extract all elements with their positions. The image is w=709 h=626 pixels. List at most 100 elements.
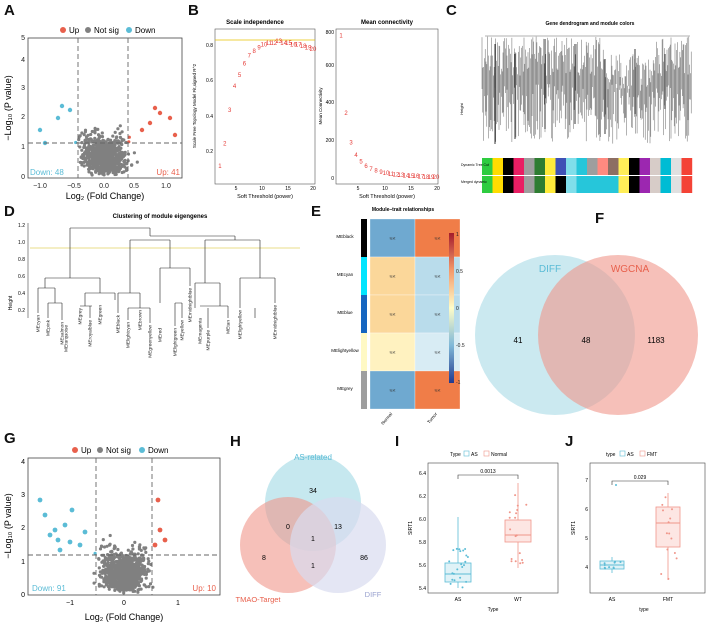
ytick: 0 — [21, 592, 25, 599]
volcano-point — [116, 157, 120, 162]
volcano-point — [82, 144, 86, 148]
volcano-point — [37, 497, 43, 503]
ytick: 3 — [21, 492, 25, 499]
box-point — [669, 517, 672, 520]
panel-f-label: F — [595, 210, 605, 227]
heatmap-cell — [369, 332, 416, 372]
ytick: 6.0 — [419, 517, 426, 523]
volcano-point — [121, 152, 125, 156]
box-point — [508, 511, 511, 514]
volcano-point — [119, 573, 123, 578]
module-color-cell — [639, 158, 651, 175]
volcano-point — [122, 591, 126, 595]
volcano-point — [112, 565, 116, 569]
volcano-point — [113, 544, 117, 548]
volcano-point — [118, 124, 122, 128]
box-point — [509, 528, 512, 531]
volcano-point — [57, 547, 63, 553]
volcano-point — [80, 161, 84, 165]
heatmap-title: Module–trait relationships — [372, 207, 434, 213]
box-point — [619, 561, 622, 563]
volcano-point — [93, 131, 97, 135]
panel-b-label: B — [188, 2, 199, 19]
box-point — [452, 572, 455, 575]
box-point — [461, 566, 464, 568]
eigengene-leaf: MElightyellow — [238, 309, 244, 339]
volcano-point — [100, 135, 105, 139]
venn-h-top-left: 0 — [286, 524, 290, 531]
volcano-point — [107, 587, 111, 591]
volcano-point — [137, 587, 141, 591]
volcano-point — [113, 139, 117, 143]
mc-point: 18 — [423, 175, 430, 181]
scale-independence-xlabel: Soft Threshold (power) — [237, 194, 293, 200]
heatmap-cell — [369, 218, 416, 258]
volcano-point — [98, 547, 103, 551]
boxplot-j-yticks: 4 5 6 7 — [585, 478, 588, 571]
volcano-point — [94, 160, 98, 164]
ytick: 6 — [585, 507, 588, 513]
volcano-point — [67, 107, 73, 113]
box-point — [516, 504, 519, 507]
volcano-point — [120, 156, 124, 160]
box-point — [614, 560, 616, 563]
module-color-bars — [482, 158, 693, 193]
ytick: 5.8 — [419, 540, 426, 546]
box-point — [662, 509, 664, 512]
volcano-point — [96, 156, 100, 160]
mc-point: 4 — [354, 153, 358, 159]
legend-title: type — [606, 452, 616, 458]
volcano-point — [115, 146, 119, 150]
heatmap-cell-value: text — [435, 351, 441, 355]
eigengene-leaf: MEmidnightblue — [188, 288, 194, 323]
box-point — [458, 548, 461, 551]
boxplot-j-pvalue: 0.029 — [634, 475, 647, 481]
volcano-point — [117, 579, 121, 584]
volcano-point — [89, 132, 93, 137]
volcano-g-up-count: Up: 10 — [192, 584, 216, 593]
box-point — [604, 567, 607, 570]
volcano-point — [88, 146, 92, 150]
volcano-point — [82, 164, 86, 168]
si-point: 9 — [257, 46, 261, 52]
venn-f-diff-label: DIFF — [539, 264, 561, 275]
ytick: 3 — [21, 85, 25, 92]
volcano-point — [123, 152, 127, 156]
xtick: WT — [514, 597, 522, 603]
si-point: 5 — [238, 73, 242, 79]
box-point — [510, 558, 513, 560]
box-point — [667, 577, 670, 580]
volcano-point — [123, 569, 127, 573]
volcano-point — [136, 552, 140, 556]
venn-h-as-label: AS-related — [294, 453, 332, 462]
heatmap-cell-value: text — [435, 313, 441, 317]
box-point — [515, 512, 518, 515]
box-point — [603, 564, 606, 566]
volcano-g-yticks: 0 1 2 3 4 — [21, 459, 25, 599]
mc-point: 12 — [393, 173, 400, 179]
volcano-a-xticks: −1.0 −0.5 0.0 0.5 1.0 — [33, 183, 171, 190]
ytick: 7 — [585, 478, 588, 484]
volcano-point — [146, 562, 150, 566]
volcano-point — [93, 151, 97, 155]
volcano-point — [96, 138, 100, 142]
volcano-point — [144, 550, 148, 554]
volcano-g-down-count: Down: 91 — [32, 584, 66, 593]
volcano-point — [132, 574, 136, 579]
volcano-point — [123, 572, 127, 576]
xtick: −1 — [66, 600, 74, 607]
eigengene-leaf: MEyellow — [180, 319, 186, 340]
volcano-point — [130, 543, 135, 548]
volcano-point — [109, 575, 113, 579]
volcano-point — [97, 141, 101, 145]
volcano-point — [83, 128, 88, 132]
volcano-point — [109, 563, 113, 567]
volcano-point — [103, 560, 107, 564]
volcano-point — [107, 161, 112, 165]
volcano-point — [100, 560, 104, 564]
volcano-point — [100, 160, 105, 164]
volcano-point — [113, 171, 117, 175]
module-color-cell — [618, 158, 630, 175]
box-point — [668, 532, 671, 535]
volcano-point — [104, 574, 108, 578]
